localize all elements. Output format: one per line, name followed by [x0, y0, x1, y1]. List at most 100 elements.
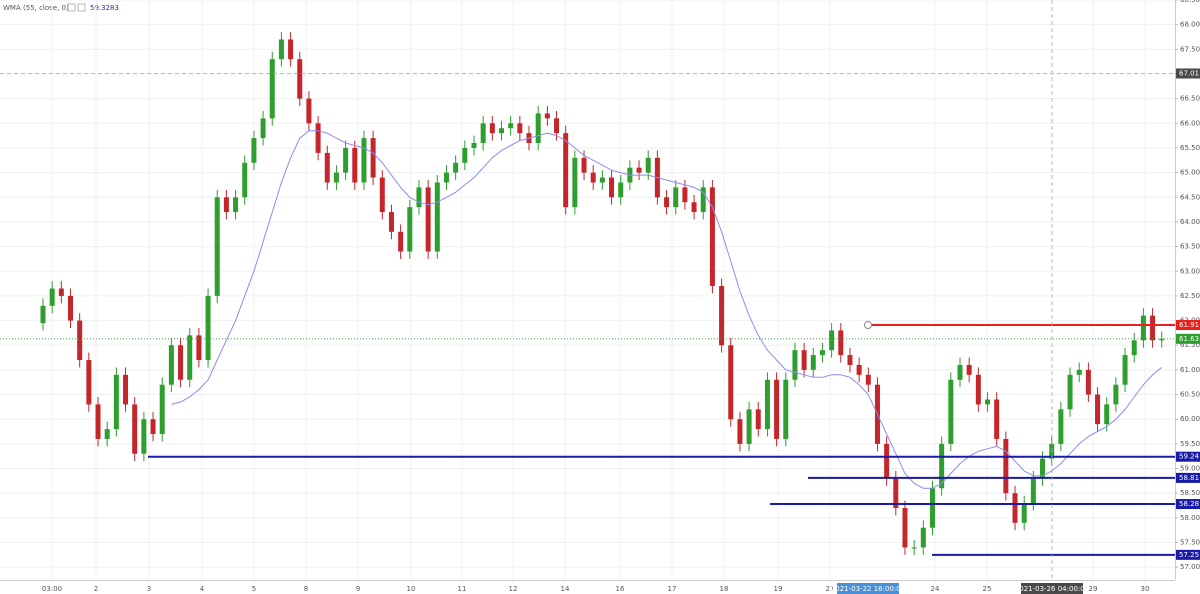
- candle-body: [168, 345, 174, 385]
- candle-body: [737, 419, 743, 444]
- candle-body: [618, 182, 624, 198]
- candle-body: [544, 113, 550, 119]
- price-label-bg: [1176, 451, 1200, 462]
- y-tick-label: 58.50: [1180, 489, 1200, 497]
- close-icon[interactable]: [77, 3, 86, 12]
- candle-body: [957, 364, 963, 380]
- grid: [0, 0, 1175, 580]
- candle-body: [664, 197, 670, 208]
- price-label-bg: [1176, 333, 1200, 344]
- candle-body: [278, 39, 284, 60]
- candle-body: [370, 138, 376, 178]
- candle-body: [792, 350, 798, 380]
- candle-body: [1113, 384, 1119, 405]
- candle-body: [40, 305, 46, 324]
- y-tick-label: 63.00: [1180, 267, 1200, 275]
- x-tick-label: 8: [304, 585, 308, 593]
- y-tick-label: 63.50: [1180, 243, 1200, 251]
- candle-body: [709, 187, 715, 287]
- candle-body: [1067, 374, 1073, 410]
- candle-body: [819, 350, 825, 356]
- candle-body: [746, 409, 752, 444]
- y-tick-label: 64.00: [1180, 218, 1200, 226]
- y-tick-label: 59.00: [1180, 465, 1200, 473]
- y-tick-label: 65.00: [1180, 169, 1200, 177]
- candle-body: [480, 123, 486, 144]
- candle-body: [1003, 438, 1009, 494]
- candle-body: [416, 187, 422, 208]
- price-label: 67.01: [1179, 69, 1199, 77]
- x-tick-label: 12: [509, 585, 518, 593]
- candle-body: [939, 443, 945, 489]
- x-tick-label: 4: [200, 585, 205, 593]
- time-label: 2021-03-26 04:00:00: [1015, 585, 1089, 593]
- candle-body: [884, 443, 890, 479]
- candle-body: [398, 231, 404, 252]
- x-tick-label: 24: [931, 585, 940, 593]
- candle-body: [462, 147, 468, 163]
- candle-body: [269, 59, 275, 119]
- candle-body: [838, 330, 844, 356]
- candle-body: [1076, 369, 1082, 375]
- candle-body: [306, 98, 312, 124]
- candle-body: [260, 118, 266, 139]
- candle-body: [847, 355, 853, 365]
- candle-body: [801, 350, 807, 370]
- candle-body: [471, 143, 477, 148]
- candle-body: [985, 399, 991, 405]
- y-tick-label: 61.50: [1180, 341, 1200, 349]
- indicator-value: 59.3283: [90, 4, 119, 12]
- y-tick-label: 57.50: [1180, 539, 1200, 547]
- time-label-bg: [837, 583, 899, 594]
- y-tick-label: 67.50: [1180, 45, 1200, 53]
- candle-body: [379, 177, 385, 213]
- y-tick-label: 64.50: [1180, 193, 1200, 201]
- candle-body: [691, 202, 697, 213]
- candle-body: [783, 379, 789, 439]
- candle-body: [1012, 493, 1018, 523]
- candle-body: [1095, 394, 1101, 425]
- candle-body: [425, 187, 431, 252]
- candle-body: [682, 187, 688, 203]
- candle-body: [535, 113, 541, 144]
- candle-body: [517, 123, 523, 134]
- y-tick-label: 57.00: [1180, 563, 1200, 571]
- settings-icon[interactable]: [67, 3, 76, 12]
- candle-body: [104, 429, 110, 439]
- candle-body: [911, 547, 917, 549]
- candle-body: [966, 364, 972, 375]
- candle-body: [554, 118, 560, 134]
- y-tick-label: 66.00: [1180, 119, 1200, 127]
- candle-body: [150, 419, 156, 435]
- candle-body: [68, 295, 74, 321]
- candle-body: [975, 374, 981, 405]
- candle-body: [159, 384, 165, 435]
- candle-body: [865, 374, 871, 385]
- price-label: 61.91: [1179, 321, 1199, 329]
- candle-body: [1058, 409, 1064, 444]
- candle-body: [1122, 355, 1128, 385]
- level-anchor: [864, 321, 872, 330]
- candle-body: [58, 288, 64, 296]
- candle-body: [315, 123, 321, 153]
- candle-body: [1159, 338, 1165, 341]
- y-tick-label: 62.50: [1180, 292, 1200, 300]
- wma-line: [171, 130, 1163, 489]
- x-tick-label: 21: [826, 585, 835, 593]
- candle-body: [774, 379, 780, 439]
- time-label: 2021-03-22 16:00:00: [831, 585, 905, 593]
- x-tick-label: 9: [356, 585, 360, 593]
- x-tick-label: 18: [720, 585, 729, 593]
- y-tick-label: 65.50: [1180, 144, 1200, 152]
- price-label-bg: [1176, 549, 1200, 560]
- candle-body: [251, 138, 257, 163]
- candle-body: [755, 409, 761, 430]
- x-tick-label: 03:00: [42, 585, 62, 593]
- candle-body: [1085, 369, 1091, 395]
- candle-body: [187, 335, 193, 380]
- candle-body: [288, 39, 294, 60]
- candle-body: [223, 197, 229, 213]
- candle-body: [893, 478, 899, 508]
- candle-body: [902, 507, 908, 548]
